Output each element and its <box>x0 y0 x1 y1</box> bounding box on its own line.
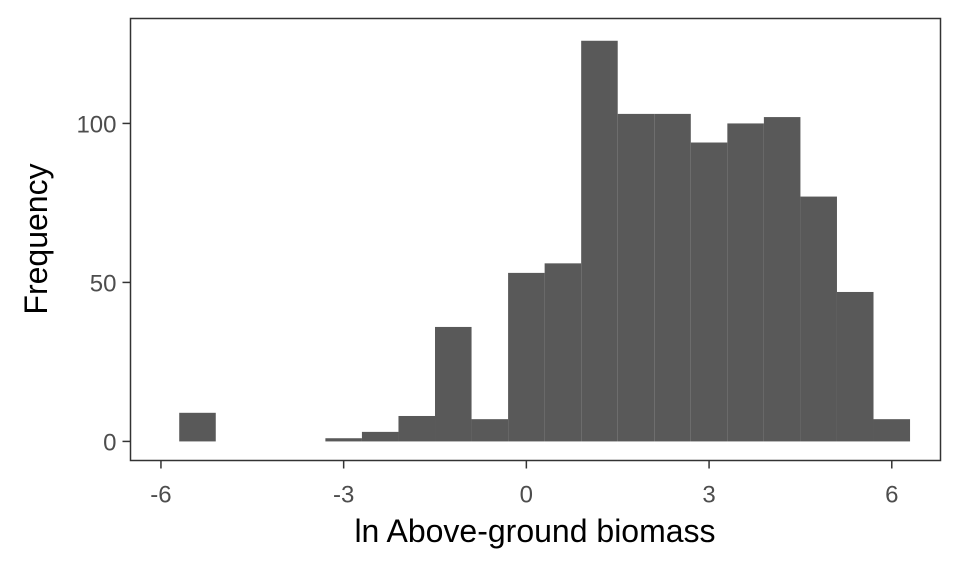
x-tick-label: -3 <box>333 482 354 509</box>
x-axis: -6 -3 0 3 6 <box>150 460 898 509</box>
histogram-bar-9 <box>508 272 545 442</box>
y-tick-label: 50 <box>90 270 117 297</box>
histogram-bar-8 <box>471 419 509 442</box>
x-tick-label: 6 <box>885 482 898 509</box>
histogram-bar-18 <box>836 291 874 442</box>
histogram-bar-17 <box>800 196 837 442</box>
x-tick-label: 3 <box>702 482 715 509</box>
histogram-bar-10 <box>544 263 582 442</box>
y-axis: 0 50 100 <box>76 111 131 456</box>
histogram-bar-0 <box>179 412 216 442</box>
x-tick-label: -6 <box>150 482 171 509</box>
y-tick-label: 0 <box>103 429 116 456</box>
histogram-bar-12 <box>617 113 655 442</box>
histogram-bar-4 <box>325 438 362 442</box>
histogram-bar-16 <box>763 117 801 442</box>
plot-panel-border <box>129 17 942 462</box>
histogram-bar-15 <box>727 123 764 442</box>
y-tick-label: 100 <box>76 111 116 138</box>
histogram-bar-14 <box>690 142 728 442</box>
histogram-bar-11 <box>581 40 618 442</box>
y-axis-title: Frequency <box>18 163 54 314</box>
histogram-bar-5 <box>361 431 399 442</box>
x-tick-label: 0 <box>520 482 533 509</box>
histogram-bar-19 <box>873 419 911 442</box>
histogram-bar-6 <box>398 415 436 442</box>
histogram-bar-7 <box>435 326 472 442</box>
histogram-bars <box>179 40 911 442</box>
histogram-bar-13 <box>654 113 691 442</box>
x-axis-title: ln Above-ground biomass <box>354 513 715 549</box>
